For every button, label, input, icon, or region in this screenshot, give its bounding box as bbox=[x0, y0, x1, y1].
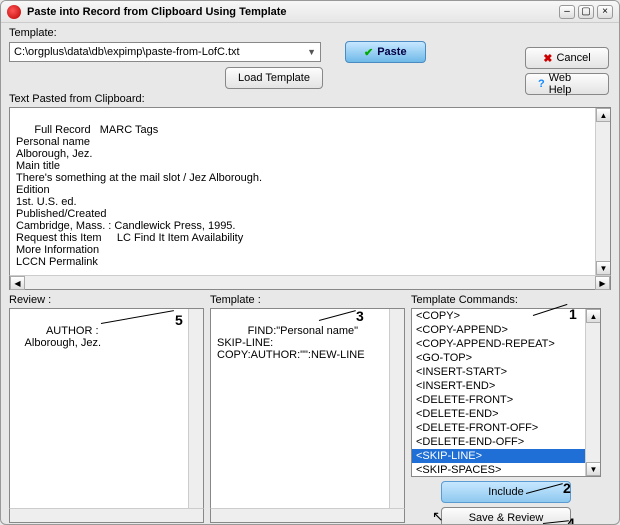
dropdown-icon: ▼ bbox=[307, 47, 316, 57]
app-icon bbox=[7, 5, 21, 19]
command-item[interactable]: <GO-TOP> bbox=[412, 351, 600, 365]
commands-vscroll[interactable]: ▲ ▼ bbox=[585, 309, 600, 476]
template-pane: Template : FIND:"Personal name" SKIP-LIN… bbox=[210, 294, 405, 525]
load-template-button[interactable]: Load Template bbox=[225, 67, 323, 89]
clipboard-label: Text Pasted from Clipboard: bbox=[9, 93, 611, 105]
template-row: C:\orgplus\data\db\expimp\paste-from-Lof… bbox=[9, 41, 611, 63]
paste-label: Paste bbox=[377, 46, 406, 58]
command-item[interactable]: <SKIP-LINE> bbox=[412, 449, 600, 463]
commands-listbox[interactable]: <COPY><COPY-APPEND><COPY-APPEND-REPEAT><… bbox=[411, 308, 601, 477]
scroll-up-icon[interactable]: ▲ bbox=[586, 309, 601, 323]
clipboard-text: Full Record MARC Tags Personal name Albo… bbox=[16, 124, 262, 268]
web-help-button[interactable]: ? Web Help bbox=[525, 73, 609, 95]
window-title: Paste into Record from Clipboard Using T… bbox=[27, 6, 556, 18]
cancel-label: Cancel bbox=[556, 52, 590, 64]
command-item[interactable]: <DELETE-END> bbox=[412, 407, 600, 421]
template-label: Template: bbox=[9, 27, 611, 39]
scroll-left-icon[interactable]: ◀ bbox=[10, 276, 25, 290]
template-path-text: C:\orgplus\data\db\expimp\paste-from-Lof… bbox=[14, 46, 240, 58]
review-pane: Review : AUTHOR : Alborough, Jez. bbox=[9, 294, 204, 525]
commands-label: Template Commands: bbox=[411, 294, 601, 306]
include-label: Include bbox=[488, 486, 523, 498]
cancel-button[interactable]: ✖ Cancel bbox=[525, 47, 609, 69]
command-item[interactable]: <COPY-APPEND> bbox=[412, 323, 600, 337]
template-hscroll[interactable] bbox=[210, 508, 405, 523]
scroll-down-icon[interactable]: ▼ bbox=[596, 261, 611, 275]
close-button[interactable]: × bbox=[597, 5, 613, 19]
clipboard-hscroll[interactable]: ◀ ▶ bbox=[9, 275, 611, 290]
check-icon: ✔ bbox=[364, 46, 373, 59]
save-review-label: Save & Review bbox=[469, 512, 544, 524]
commands-pane: Template Commands: <COPY><COPY-APPEND><C… bbox=[411, 294, 601, 525]
command-item[interactable]: <INSERT-END> bbox=[412, 379, 600, 393]
template-text: FIND:"Personal name" SKIP-LINE: COPY:AUT… bbox=[217, 325, 365, 361]
command-item[interactable]: <SKIP-SPACES> bbox=[412, 463, 600, 477]
command-item[interactable]: <INSERT-START> bbox=[412, 365, 600, 379]
command-item[interactable]: <DELETE-END-OFF> bbox=[412, 435, 600, 449]
template-textarea[interactable]: FIND:"Personal name" SKIP-LINE: COPY:AUT… bbox=[210, 308, 405, 508]
template-vscroll[interactable] bbox=[389, 309, 404, 508]
window-root: Paste into Record from Clipboard Using T… bbox=[0, 0, 620, 525]
command-item[interactable]: <DELETE-FRONT-OFF> bbox=[412, 421, 600, 435]
review-hscroll[interactable] bbox=[9, 508, 204, 523]
review-textarea[interactable]: AUTHOR : Alborough, Jez. bbox=[9, 308, 204, 508]
scroll-right-icon[interactable]: ▶ bbox=[595, 276, 610, 290]
cancel-icon: ✖ bbox=[543, 52, 552, 65]
titlebar: Paste into Record from Clipboard Using T… bbox=[1, 1, 619, 23]
include-button[interactable]: Include bbox=[441, 481, 571, 503]
review-text: AUTHOR : Alborough, Jez. bbox=[16, 325, 101, 349]
command-item[interactable]: <DELETE-FRONT> bbox=[412, 393, 600, 407]
right-buttons: ✖ Cancel ? Web Help bbox=[525, 47, 609, 95]
scroll-down-icon[interactable]: ▼ bbox=[586, 462, 601, 476]
command-item[interactable]: <COPY-APPEND-REPEAT> bbox=[412, 337, 600, 351]
content-area: ✖ Cancel ? Web Help Template: C:\orgplus\d… bbox=[1, 23, 619, 525]
review-vscroll[interactable] bbox=[188, 309, 203, 508]
command-item[interactable]: <COPY> bbox=[412, 309, 600, 323]
load-template-label: Load Template bbox=[238, 72, 310, 84]
paste-button[interactable]: ✔ Paste bbox=[345, 41, 426, 63]
minimize-button[interactable]: – bbox=[559, 5, 575, 19]
template-path-combo[interactable]: C:\orgplus\data\db\expimp\paste-from-Lof… bbox=[9, 42, 321, 62]
help-icon: ? bbox=[538, 78, 545, 90]
clipboard-textarea[interactable]: Full Record MARC Tags Personal name Albo… bbox=[9, 107, 611, 275]
scroll-up-icon[interactable]: ▲ bbox=[596, 108, 611, 122]
clipboard-vscroll[interactable]: ▲ ▼ bbox=[595, 108, 610, 275]
review-label: Review : bbox=[9, 294, 204, 306]
maximize-button[interactable]: ▢ bbox=[578, 5, 594, 19]
save-review-button[interactable]: Save & Review bbox=[441, 507, 571, 525]
template-text-label: Template : bbox=[210, 294, 405, 306]
lower-panes: Review : AUTHOR : Alborough, Jez. Templa… bbox=[9, 294, 611, 525]
help-label: Web Help bbox=[549, 72, 596, 96]
